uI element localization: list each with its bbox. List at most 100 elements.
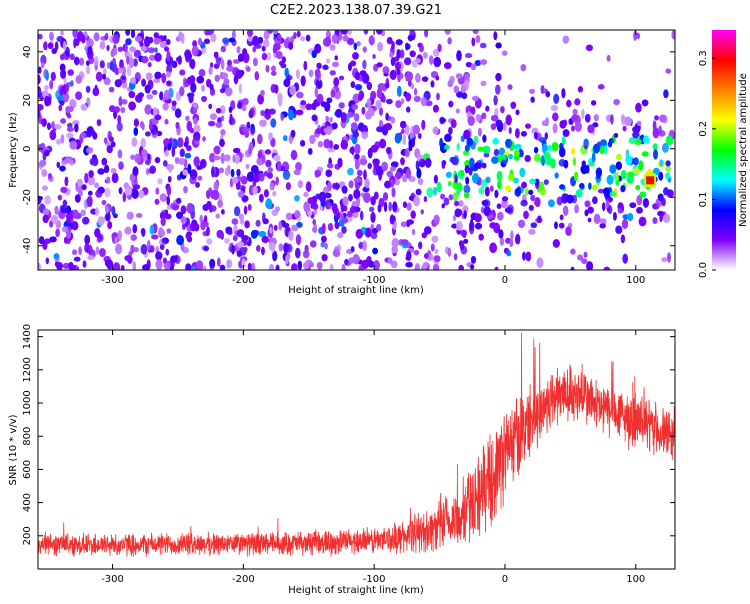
spectrogram-cell: [634, 138, 642, 145]
spectrogram-cell: [591, 100, 597, 106]
spectrogram-cell: [574, 171, 579, 182]
spectrogram-cell: [455, 108, 460, 114]
spectrogram-cell: [266, 51, 271, 61]
spectrogram-cell: [285, 78, 291, 84]
spectrogram-cell: [389, 69, 397, 80]
spectrogram-cell: [433, 186, 437, 196]
spectrogram-cell: [38, 104, 44, 111]
spectrogram-cell: [657, 210, 664, 217]
spectrogram-cell: [563, 159, 569, 169]
spectrogram-cell: [430, 243, 435, 252]
spectrogram-cell: [78, 246, 82, 256]
spectrogram-cell: [414, 58, 421, 64]
spectrogram-cell: [552, 123, 558, 134]
spectrogram-cell: [421, 232, 427, 239]
spectrogram-cell: [127, 255, 133, 264]
spectrogram-cell: [562, 35, 569, 44]
spectrogram-cell: [390, 57, 396, 66]
spectrogram-cell: [130, 234, 137, 241]
spectrogram-cell: [528, 189, 534, 195]
spectrogram-cell: [520, 131, 527, 137]
spectrogram-cell: [246, 66, 251, 72]
spectrogram-cell: [261, 154, 266, 164]
spectrogram-cell: [340, 139, 348, 150]
spectrogram-cell: [154, 157, 161, 164]
spectrogram-cell: [156, 130, 163, 137]
spectrogram-cell: [385, 112, 389, 121]
spectrogram-cell: [118, 68, 124, 74]
spectrogram-cell: [478, 127, 482, 137]
spectrogram-cell: [84, 172, 89, 184]
spectrogram-cell: [312, 226, 317, 233]
spectrogram-cell: [296, 30, 301, 38]
spectrogram-cell: [321, 235, 327, 243]
spectrogram-cell: [329, 117, 333, 123]
spectrogram-cell: [333, 144, 340, 150]
spectrogram-cell: [523, 210, 529, 219]
spectrogram-cell: [111, 172, 119, 184]
spectrogram-cell: [376, 30, 383, 35]
y-tick-label: 600: [22, 460, 33, 479]
spectrogram-cell: [44, 195, 51, 205]
spectrogram-cell: [242, 48, 248, 56]
spectrogram-cell: [520, 64, 527, 72]
spectrogram-cell: [204, 30, 210, 36]
spectrogram-cell: [652, 217, 658, 224]
spectrogram-cell: [350, 60, 357, 67]
spectrogram-cell: [202, 221, 209, 227]
spectrogram-cell: [166, 80, 172, 86]
spectrogram-cell: [216, 229, 224, 239]
spectrogram-cell: [513, 144, 521, 150]
spectrogram-cell: [395, 61, 402, 71]
spectrogram-cell: [71, 221, 79, 231]
spectrogram-cell: [155, 187, 160, 195]
spectrogram-cell: [250, 229, 258, 239]
spectrogram-cell: [599, 218, 607, 225]
spectrogram-cell: [264, 189, 269, 198]
spectrogram-cell: [153, 37, 160, 45]
spectrogram-cell: [599, 148, 605, 154]
spectrogram-cell: [64, 157, 72, 164]
spectrogram-cell: [471, 37, 476, 47]
spectrogram-cell: [354, 153, 360, 160]
spectrogram-cell: [559, 184, 565, 190]
spectrogram-cell: [463, 210, 467, 219]
spectrogram-cell: [206, 226, 210, 237]
spectrogram-cell: [456, 187, 460, 197]
spectrogram-cell: [314, 86, 319, 98]
spectrogram-cell: [38, 33, 43, 40]
spectrogram-cell: [155, 251, 163, 261]
spectrogram-cell: [190, 107, 198, 115]
spectrogram-cell: [124, 44, 128, 51]
spectrogram-cell: [653, 149, 658, 160]
spectrogram-cell: [405, 168, 412, 179]
spectrogram-cell: [613, 212, 617, 221]
spectrogram-cell: [484, 186, 490, 197]
snr-panel: -300 -200 -100 0 100 200 400 600 800 1000 1200 140…: [8, 324, 676, 596]
spectrogram-cell: [223, 78, 230, 86]
spectrogram-cell: [625, 155, 633, 165]
spectrogram-cell: [537, 215, 542, 223]
spectrogram-cell: [652, 143, 658, 150]
spectrogram-cell: [423, 52, 428, 59]
spectrogram-cell: [114, 236, 118, 244]
spectrogram-cell: [370, 196, 376, 206]
spectrogram-cell: [329, 44, 336, 51]
spectrogram-cell: [278, 220, 282, 231]
spectrogram-cell: [126, 65, 132, 76]
spectrogram-cell: [106, 44, 110, 52]
spectrogram-cell: [42, 214, 49, 223]
spectrogram-cell: [232, 177, 239, 184]
spectrogram-cell: [140, 121, 144, 128]
spectrogram-cell: [189, 75, 196, 84]
figure-title: C2E2.2023.138.07.39.G21: [270, 3, 442, 18]
spectrogram-cell: [49, 236, 57, 243]
spectrogram-cell: [133, 118, 139, 127]
spectrogram-cell: [528, 228, 536, 235]
spectrogram-cell: [539, 137, 547, 144]
spectrogram-cell: [376, 62, 383, 68]
spectrogram-cell: [395, 172, 402, 180]
spectrogram-cell: [233, 206, 241, 217]
spectrogram-cell: [159, 227, 164, 237]
spectrogram-cell: [131, 30, 135, 38]
